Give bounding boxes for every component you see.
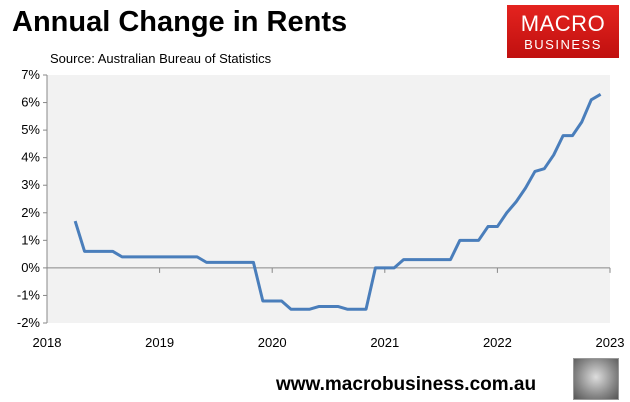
series-line <box>73 92 602 311</box>
y-tick-label: -1% <box>17 287 41 302</box>
y-tick-label: 2% <box>21 205 40 220</box>
macrobusiness-logo: MACRO BUSINESS <box>507 5 619 58</box>
x-tick-label: 2018 <box>33 335 62 350</box>
y-tick-label: -2% <box>17 315 41 330</box>
y-tick-label: 7% <box>21 67 40 82</box>
x-tick-label: 2021 <box>370 335 399 350</box>
x-tick-label: 2019 <box>145 335 174 350</box>
y-tick-label: 4% <box>21 150 40 165</box>
wolf-logo-image <box>573 358 619 400</box>
plot-area <box>47 75 610 323</box>
logo-line1: MACRO <box>520 11 606 36</box>
y-tick-label: 0% <box>21 260 40 275</box>
website-url: www.macrobusiness.com.au <box>276 374 537 395</box>
x-tick-label: 2022 <box>483 335 512 350</box>
logo-line2: BUSINESS <box>524 37 602 52</box>
x-tick-label: 2020 <box>258 335 287 350</box>
y-tick-label: 1% <box>21 232 40 247</box>
x-tick-label: 2023 <box>596 335 625 350</box>
y-tick-label: 5% <box>21 122 40 137</box>
chart-title: Annual Change in Rents <box>12 6 348 38</box>
y-tick-label: 3% <box>21 177 40 192</box>
y-tick-label: 6% <box>21 95 40 110</box>
chart-source: Source: Australian Bureau of Statistics <box>50 51 272 66</box>
